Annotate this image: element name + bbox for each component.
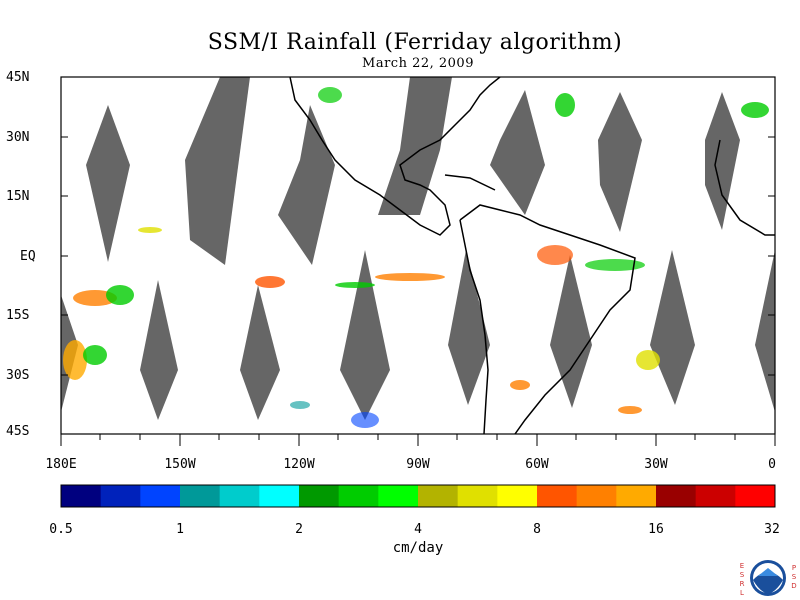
swath [705, 92, 740, 230]
colorbar-tick-8: 8 [533, 522, 541, 537]
colorbar-tick-16: 16 [648, 522, 664, 537]
rain-patch [255, 276, 285, 288]
swath [755, 250, 775, 412]
colorbar-swatch [61, 485, 102, 507]
rain-patch [741, 102, 769, 118]
south-america-coast [459, 204, 636, 434]
colorbar-swatch [735, 485, 776, 507]
colorbar-tick-2: 2 [295, 522, 303, 537]
colorbar-tick-1: 1 [176, 522, 184, 537]
swath [140, 280, 178, 420]
rain-patch [618, 406, 642, 414]
rain-patch [318, 87, 342, 103]
rain-patch [351, 412, 379, 428]
rain-patch [73, 290, 117, 306]
lat-label-30n: 30N [6, 130, 30, 145]
colorbar-swatch [497, 485, 538, 507]
lon-label-30w: 30W [644, 457, 668, 472]
swath [340, 250, 390, 420]
lat-label-30s: 30S [6, 368, 30, 383]
rainfall-patches [63, 87, 769, 428]
lon-label-90w: 90W [406, 457, 430, 472]
lat-label-15n: 15N [6, 189, 30, 204]
colorbar-tick-0-5: 0.5 [49, 522, 73, 537]
swath [240, 285, 280, 420]
noaa-logo-icon [750, 560, 786, 596]
swath [278, 105, 335, 265]
lon-label-60w: 60W [525, 457, 549, 472]
swath [86, 105, 130, 262]
lon-ticks [60, 434, 776, 446]
colorbar-swatch [616, 485, 657, 507]
cuba-coast [444, 174, 496, 191]
rain-patch [83, 345, 107, 365]
missing-data-swaths [61, 77, 775, 420]
rain-patch [555, 93, 575, 117]
swath [185, 77, 250, 265]
colorbar [60, 484, 776, 508]
lon-label-150w: 150W [164, 457, 196, 472]
lat-ticks [61, 76, 775, 435]
lat-label-45n: 45N [6, 70, 30, 85]
colorbar-tick-32: 32 [764, 522, 780, 537]
lat-label-eq: EQ [20, 249, 36, 264]
lat-label-45s: 45S [6, 424, 30, 439]
colorbar-swatch [180, 485, 221, 507]
rain-patch [138, 227, 162, 233]
rain-patch [585, 259, 645, 271]
map-title: SSM/I Rainfall (Ferriday algorithm) [207, 30, 623, 55]
africa-coast [714, 139, 775, 236]
coastlines [289, 77, 775, 434]
swath [448, 250, 490, 405]
lon-label-120w: 120W [283, 457, 315, 472]
colorbar-unit: cm/day [392, 540, 444, 556]
colorbar-swatch [418, 485, 459, 507]
colorbar-frame [60, 484, 776, 508]
rain-patch [335, 282, 375, 288]
lat-label-15s: 15S [6, 308, 30, 323]
map-date: March 22, 2009 [362, 56, 474, 71]
swath [550, 255, 592, 408]
colorbar-swatch [537, 485, 578, 507]
swath [378, 77, 452, 215]
colorbar-swatch [140, 485, 181, 507]
colorbar-swatch [656, 485, 697, 507]
colorbar-swatch [259, 485, 300, 507]
colorbar-swatch [299, 485, 340, 507]
lon-label-180e: 180E [45, 457, 77, 472]
colorbar-swatch [219, 485, 260, 507]
colorbar-swatch [100, 485, 141, 507]
lon-label-0: 0 [768, 457, 776, 472]
colorbar-swatch [457, 485, 498, 507]
rain-patch [63, 340, 87, 380]
swath [598, 92, 642, 232]
swath [650, 250, 695, 405]
rain-patch [537, 245, 573, 265]
colorbar-swatch [378, 485, 419, 507]
rain-patch [106, 285, 134, 305]
colorbar-swatch [576, 485, 617, 507]
rain-patch [375, 273, 445, 281]
colorbar-swatch [338, 485, 379, 507]
colorbar-swatch [695, 485, 736, 507]
colorbar-tick-4: 4 [414, 522, 422, 537]
rain-patch [636, 350, 660, 370]
rain-patch [290, 401, 310, 409]
rain-patch [510, 380, 530, 390]
north-america-coast [289, 77, 501, 236]
swath [490, 90, 545, 215]
